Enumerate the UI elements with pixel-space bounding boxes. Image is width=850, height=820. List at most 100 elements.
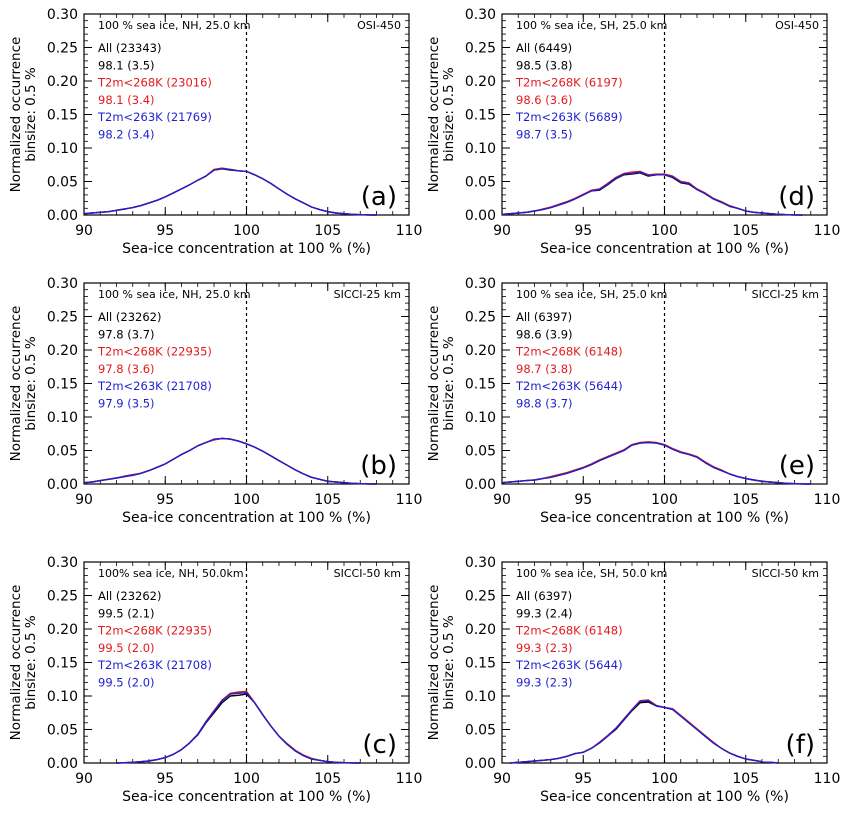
- y-tick-label: 0.10: [465, 141, 496, 157]
- x-tick-label: 90: [75, 492, 93, 508]
- stat-line: All (23343): [98, 41, 161, 55]
- y-axis-label: Normalized occurrence: [8, 585, 24, 741]
- y-tick-label: 0.05: [47, 723, 78, 739]
- stat-line: T2m<263K (21708): [97, 658, 212, 672]
- x-tick-label: 105: [314, 223, 341, 239]
- series-line: [116, 693, 361, 764]
- y-axis-sublabel: binsize: 0.5 %: [441, 336, 457, 431]
- panel-label: (b): [360, 451, 397, 481]
- y-axis-sublabel: binsize: 0.5 %: [23, 67, 39, 162]
- panel-title: 100% sea ice, NH, 50.0km: [98, 567, 244, 580]
- x-tick-label: 100: [651, 223, 678, 239]
- series-line: [83, 437, 377, 485]
- stat-line: T2m<268K (6148): [515, 345, 623, 359]
- series-line: [510, 700, 779, 764]
- y-tick-label: 0.05: [47, 175, 78, 191]
- x-tick-label: 100: [651, 492, 678, 508]
- y-tick-label: 0.15: [47, 377, 78, 393]
- panel-label: (f): [786, 730, 815, 760]
- y-tick-label: 0.00: [465, 208, 496, 224]
- y-tick-label: 0.20: [47, 343, 78, 359]
- x-axis-label: Sea-ice concentration at 100 % (%): [540, 241, 789, 257]
- x-tick-label: 100: [233, 492, 260, 508]
- x-tick-label: 110: [396, 492, 423, 508]
- stat-line: T2m<263K (5644): [515, 379, 623, 393]
- x-tick-label: 110: [814, 771, 841, 787]
- stat-line: All (6449): [516, 41, 572, 55]
- stat-line: T2m<268K (22935): [97, 345, 212, 359]
- x-tick-label: 100: [233, 223, 260, 239]
- y-tick-label: 0.15: [47, 656, 78, 672]
- stat-line: 99.3 (2.3): [516, 676, 573, 690]
- y-tick-label: 0.30: [465, 7, 496, 23]
- y-tick-label: 0.30: [465, 555, 496, 571]
- stat-line: 99.3 (2.3): [516, 641, 573, 655]
- panel-title: 100 % sea ice, SH, 25.0 km: [516, 288, 667, 301]
- y-tick-label: 0.20: [465, 74, 496, 90]
- y-tick-label: 0.00: [47, 477, 78, 493]
- x-tick-label: 90: [493, 492, 511, 508]
- x-tick-label: 105: [732, 771, 759, 787]
- y-tick-label: 0.10: [47, 141, 78, 157]
- chart-panel: 0.00 0.05 0.10 0.15 0.20 0.25 0.30 90 95 100 105 11…: [426, 7, 840, 257]
- y-tick-label: 0.30: [465, 276, 496, 292]
- panel-title: 100 % sea ice, SH, 50.0 km: [516, 567, 667, 580]
- stat-line: 97.8 (3.6): [98, 362, 155, 376]
- y-tick-label: 0.10: [465, 410, 496, 426]
- y-tick-label: 0.30: [47, 555, 78, 571]
- stat-line: 98.8 (3.7): [516, 397, 573, 411]
- y-tick-label: 0.30: [47, 7, 78, 23]
- stat-line: 98.2 (3.4): [98, 128, 155, 142]
- stat-line: 97.9 (3.5): [98, 397, 155, 411]
- panel-title: 100 % sea ice, SH, 25.0 km: [516, 19, 667, 32]
- x-tick-label: 110: [814, 492, 841, 508]
- x-axis-label: Sea-ice concentration at 100 % (%): [540, 789, 789, 805]
- x-tick-label: 100: [233, 771, 260, 787]
- chart-panel: 0.00 0.05 0.10 0.15 0.20 0.25 0.30 90 95 100 105 11…: [426, 555, 840, 805]
- y-tick-label: 0.00: [47, 756, 78, 772]
- y-tick-label: 0.25: [47, 310, 78, 326]
- y-tick-label: 0.15: [465, 656, 496, 672]
- x-tick-label: 105: [732, 492, 759, 508]
- x-tick-label: 90: [493, 223, 511, 239]
- y-tick-label: 0.25: [465, 589, 496, 605]
- x-tick-label: 90: [75, 223, 93, 239]
- panel-label: (d): [778, 182, 815, 212]
- x-tick-label: 105: [732, 223, 759, 239]
- y-tick-label: 0.25: [47, 41, 78, 57]
- stat-line: 99.5 (2.0): [98, 641, 155, 655]
- y-tick-label: 0.20: [47, 74, 78, 90]
- series-line: [501, 441, 811, 485]
- x-tick-label: 110: [396, 223, 423, 239]
- x-tick-label: 100: [651, 771, 678, 787]
- stat-line: 98.7 (3.8): [516, 362, 573, 376]
- product-label: SICCI-25 km: [752, 288, 819, 301]
- stat-line: All (23262): [98, 310, 161, 324]
- x-tick-label: 95: [156, 771, 174, 787]
- stat-line: 98.5 (3.8): [516, 58, 573, 72]
- stat-line: All (6397): [516, 589, 572, 603]
- series-line: [83, 437, 377, 485]
- y-tick-label: 0.15: [465, 108, 496, 124]
- series-line: [83, 437, 377, 485]
- y-axis-label: Normalized occurrence: [426, 585, 442, 741]
- product-label: SICCI-50 km: [334, 567, 401, 580]
- x-tick-label: 90: [75, 771, 93, 787]
- y-axis-sublabel: binsize: 0.5 %: [441, 615, 457, 710]
- y-tick-label: 0.00: [47, 208, 78, 224]
- y-tick-label: 0.10: [47, 410, 78, 426]
- stat-line: All (6397): [516, 310, 572, 324]
- chart-panel: 0.00 0.05 0.10 0.15 0.20 0.25 0.30 90 95 100 105 11…: [8, 555, 422, 805]
- stat-line: 99.5 (2.0): [98, 676, 155, 690]
- product-label: SICCI-50 km: [752, 567, 819, 580]
- panel-label: (a): [361, 182, 397, 212]
- stat-line: 98.6 (3.6): [516, 93, 573, 107]
- stat-line: 98.1 (3.5): [98, 58, 155, 72]
- x-axis-label: Sea-ice concentration at 100 % (%): [122, 510, 371, 526]
- y-tick-label: 0.20: [465, 622, 496, 638]
- y-tick-label: 0.15: [465, 377, 496, 393]
- x-tick-label: 95: [574, 223, 592, 239]
- x-tick-label: 95: [574, 771, 592, 787]
